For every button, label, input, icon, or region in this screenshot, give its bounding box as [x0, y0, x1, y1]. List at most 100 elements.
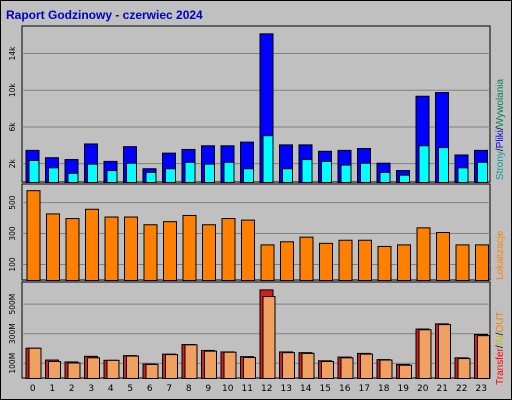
chart-title: Raport Godzinowy - czerwiec 2024 — [6, 8, 203, 22]
bar-out — [126, 355, 139, 380]
bar-pliki — [145, 171, 157, 184]
x-tick-label: 0 — [30, 384, 36, 394]
legend-in: IN — [495, 335, 506, 345]
legend-middle: Lokalizacje — [495, 230, 506, 280]
bar-pliki — [379, 171, 391, 184]
y-tick-label: 500M — [8, 294, 17, 315]
panel-visits: 100 300 500 — [8, 183, 491, 282]
panel-pages-files: 2k 6k 10k 14k — [8, 25, 491, 184]
y-tick-label: 300M — [8, 323, 17, 344]
y-tick-label: 2k — [8, 158, 17, 168]
x-tick-label: 15 — [320, 384, 331, 394]
bar-pliki — [223, 161, 235, 184]
bar-lokalizacje — [397, 244, 411, 282]
bar-out — [48, 361, 61, 379]
panel-transfer: 100M 300M 500M — [8, 281, 491, 380]
x-tick-label: 9 — [205, 384, 211, 394]
bar-lokalizacje — [436, 232, 450, 281]
bar-pliki — [106, 170, 118, 183]
bar-lokalizacje — [65, 218, 80, 281]
bar-pliki — [360, 162, 371, 184]
bar-pliki — [28, 159, 40, 183]
bar-pliki — [262, 135, 274, 183]
x-tick-label: 8 — [186, 384, 192, 394]
x-tick-label: 6 — [147, 384, 153, 394]
bar-lokalizacje — [280, 241, 294, 282]
y-tick-label: 500 — [8, 195, 17, 210]
bar-pliki — [243, 168, 254, 183]
legend-top: Strony/Pliki/Wywolania — [495, 78, 506, 180]
bar-pliki — [204, 163, 215, 184]
bar-pliki — [399, 174, 410, 184]
bar-out — [67, 362, 81, 380]
x-tick-label: 23 — [476, 384, 487, 394]
bar-pliki — [438, 147, 449, 183]
bar-out — [262, 296, 276, 379]
bar-pliki — [67, 172, 79, 184]
bar-lokalizacje — [143, 224, 158, 282]
plot-area — [21, 183, 491, 281]
legend-pliki: Pliki — [495, 130, 506, 148]
legend-out: OUT — [495, 311, 506, 332]
bar-out — [145, 363, 159, 380]
bar-lokalizacje — [338, 239, 353, 281]
x-tick-label: 13 — [281, 384, 292, 394]
bar-lokalizacje — [475, 244, 489, 282]
legend-lokalizacje: Lokalizacje — [495, 230, 506, 280]
bar-lokalizacje — [358, 239, 372, 281]
x-tick-label: 20 — [417, 384, 429, 394]
x-tick-label: 17 — [359, 384, 370, 394]
bar-pliki — [321, 160, 332, 184]
x-tick-label: 19 — [398, 384, 410, 394]
bar-lokalizacje — [241, 219, 255, 281]
bar-lokalizacje — [104, 216, 119, 281]
x-tick-label: 12 — [261, 384, 272, 394]
bar-pliki — [340, 164, 352, 184]
bar-out — [204, 350, 217, 379]
x-axis-hours: 0 1 2 3 4 5 6 7 8 9 10 11 12 13 14 15 16 17 18 19 20 21 22 23 — [30, 384, 487, 394]
legend-strony: Strony — [495, 151, 506, 180]
bar-out — [321, 361, 334, 379]
bar-out — [282, 352, 295, 379]
bar-pliki — [48, 167, 59, 183]
bar-lokalizacje — [124, 216, 138, 281]
bar-lokalizacje — [85, 208, 99, 282]
svg-text:Strony/Pliki/Wywolania: Strony/Pliki/Wywolania — [495, 78, 506, 180]
bar-out — [457, 358, 471, 379]
bar-out — [28, 347, 42, 380]
y-tick-label: 100M — [8, 353, 17, 374]
bar-out — [106, 359, 120, 379]
legend-wywolania: Wywolania — [495, 78, 506, 127]
bar-pliki — [87, 163, 98, 184]
legend-transfer: Transfer — [495, 347, 506, 385]
bar-lokalizacje — [416, 227, 431, 282]
y-tick-label: 14k — [8, 46, 17, 61]
bar-out — [340, 357, 354, 380]
x-tick-label: 1 — [49, 384, 55, 394]
x-tick-label: 2 — [69, 384, 75, 394]
bar-lokalizacje — [319, 242, 333, 282]
bar-pliki — [457, 167, 469, 183]
x-tick-label: 3 — [88, 384, 94, 394]
bar-pliki — [301, 159, 313, 183]
bar-lokalizacje — [377, 245, 392, 282]
bar-pliki — [477, 161, 488, 184]
bar-lokalizacje — [202, 224, 216, 282]
bar-out — [360, 353, 373, 379]
bar-lokalizacje — [46, 213, 60, 281]
x-tick-label: 21 — [437, 384, 448, 394]
y-tick-label: 300 — [8, 226, 17, 241]
bar-pliki — [126, 162, 137, 184]
y-tick-label: 10k — [8, 83, 17, 98]
bar-pliki — [184, 161, 196, 184]
bar-lokalizacje — [26, 190, 41, 281]
bar-lokalizacje — [182, 214, 197, 281]
bar-pliki — [165, 168, 176, 183]
x-tick-label: 16 — [339, 384, 351, 394]
bar-out — [87, 357, 100, 380]
x-tick-label: 4 — [108, 384, 114, 394]
bar-lokalizacje — [260, 244, 275, 282]
bar-out — [477, 335, 490, 379]
